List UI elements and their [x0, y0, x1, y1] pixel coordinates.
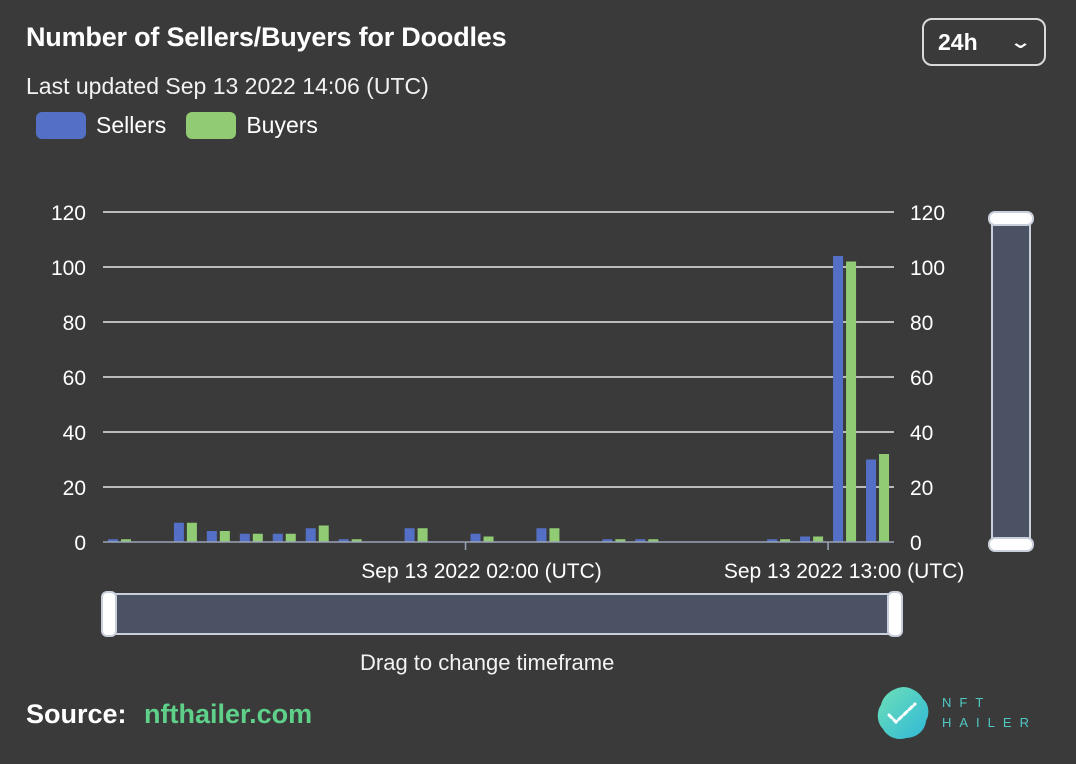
bar-buyers[interactable] [813, 536, 824, 543]
timeframe-slider[interactable] [101, 591, 903, 637]
bar-sellers[interactable] [173, 522, 184, 542]
bar-buyers[interactable] [417, 528, 428, 542]
y-tick-label-left: 80 [63, 312, 86, 335]
bar-buyers[interactable] [879, 454, 890, 542]
bar-buyers[interactable] [615, 539, 626, 542]
bar-buyers[interactable] [186, 522, 197, 542]
x-tick-label: Sep 13 2022 02:00 (UTC) [361, 560, 601, 583]
timeframe-select-value: 24h [938, 28, 978, 55]
y-tick-label-left: 60 [63, 367, 86, 390]
bar-sellers[interactable] [767, 539, 778, 542]
y-tick-label-right: 120 [910, 202, 945, 225]
legend-item-buyers[interactable]: Buyers [186, 112, 318, 139]
bar-sellers[interactable] [239, 533, 250, 542]
y-tick-label-right: 20 [910, 477, 933, 500]
y-tick-label-left: 0 [74, 532, 86, 555]
bar-sellers[interactable] [206, 531, 217, 542]
y-tick-label-right: 80 [910, 312, 933, 335]
bar-sellers[interactable] [272, 533, 283, 542]
bar-buyers[interactable] [351, 539, 362, 542]
bar-sellers[interactable] [635, 539, 646, 542]
y-tick-label-right: 40 [910, 422, 933, 445]
bar-sellers[interactable] [602, 539, 613, 542]
y-tick-label-left: 20 [63, 477, 86, 500]
bar-sellers[interactable] [833, 256, 844, 542]
chevron-down-icon: ⌄ [1009, 31, 1032, 52]
y-tick-label-left: 100 [51, 257, 86, 280]
bar-buyers[interactable] [648, 539, 659, 542]
source-link[interactable]: nfthailer.com [144, 699, 313, 729]
value-range-slider-bottom-handle[interactable] [988, 537, 1034, 552]
timeframe-slider-right-handle[interactable] [887, 591, 903, 637]
y-tick-label-left: 120 [51, 202, 86, 225]
bar-buyers[interactable] [318, 525, 329, 543]
bar-buyers[interactable] [549, 528, 560, 542]
legend-swatch-sellers [36, 112, 86, 139]
legend-item-sellers[interactable]: Sellers [36, 112, 166, 139]
bar-sellers[interactable] [470, 533, 481, 542]
chart-title: Number of Sellers/Buyers for Doodles [26, 22, 507, 52]
bar-buyers[interactable] [285, 533, 296, 542]
logo-text-line2: HAILER [942, 715, 1037, 730]
value-range-slider-top-handle[interactable] [988, 211, 1034, 226]
timeframe-select[interactable]: 24h ⌄ [922, 18, 1046, 66]
bar-buyers[interactable] [219, 531, 230, 542]
y-tick-label-right: 0 [910, 532, 922, 555]
legend-label-buyers: Buyers [246, 112, 318, 138]
bar-buyers[interactable] [120, 539, 131, 542]
last-updated-text: Last updated Sep 13 2022 14:06 (UTC) [26, 73, 429, 99]
bar-sellers[interactable] [338, 539, 349, 542]
y-tick-label-right: 100 [910, 257, 945, 280]
bar-sellers[interactable] [107, 539, 118, 542]
nft-hailer-logo: NFT HAILER [874, 684, 1037, 742]
bar-sellers[interactable] [800, 536, 811, 543]
value-range-slider[interactable] [988, 211, 1034, 552]
bar-sellers[interactable] [404, 528, 415, 542]
bar-buyers[interactable] [483, 536, 494, 543]
nft-hailer-logo-icon [877, 687, 929, 739]
bar-buyers[interactable] [780, 539, 791, 542]
timeframe-slider-left-handle[interactable] [101, 591, 117, 637]
drag-hint-text: Drag to change timeframe [360, 650, 615, 675]
legend: Sellers Buyers [36, 112, 338, 139]
source-label: Source: [26, 699, 127, 729]
legend-swatch-buyers [186, 112, 237, 139]
bar-sellers[interactable] [866, 459, 877, 543]
bar-sellers[interactable] [305, 528, 316, 542]
bar-buyers[interactable] [252, 533, 263, 542]
source-line: Source: nfthailer.com [26, 699, 312, 730]
x-tick-label: Sep 13 2022 13:00 (UTC) [724, 560, 964, 583]
bar-buyers[interactable] [846, 261, 857, 543]
logo-text-line1: NFT [942, 695, 992, 710]
bar-sellers[interactable] [536, 528, 547, 542]
y-tick-label-left: 40 [63, 422, 86, 445]
y-tick-label-right: 60 [910, 367, 933, 390]
legend-label-sellers: Sellers [96, 112, 167, 138]
